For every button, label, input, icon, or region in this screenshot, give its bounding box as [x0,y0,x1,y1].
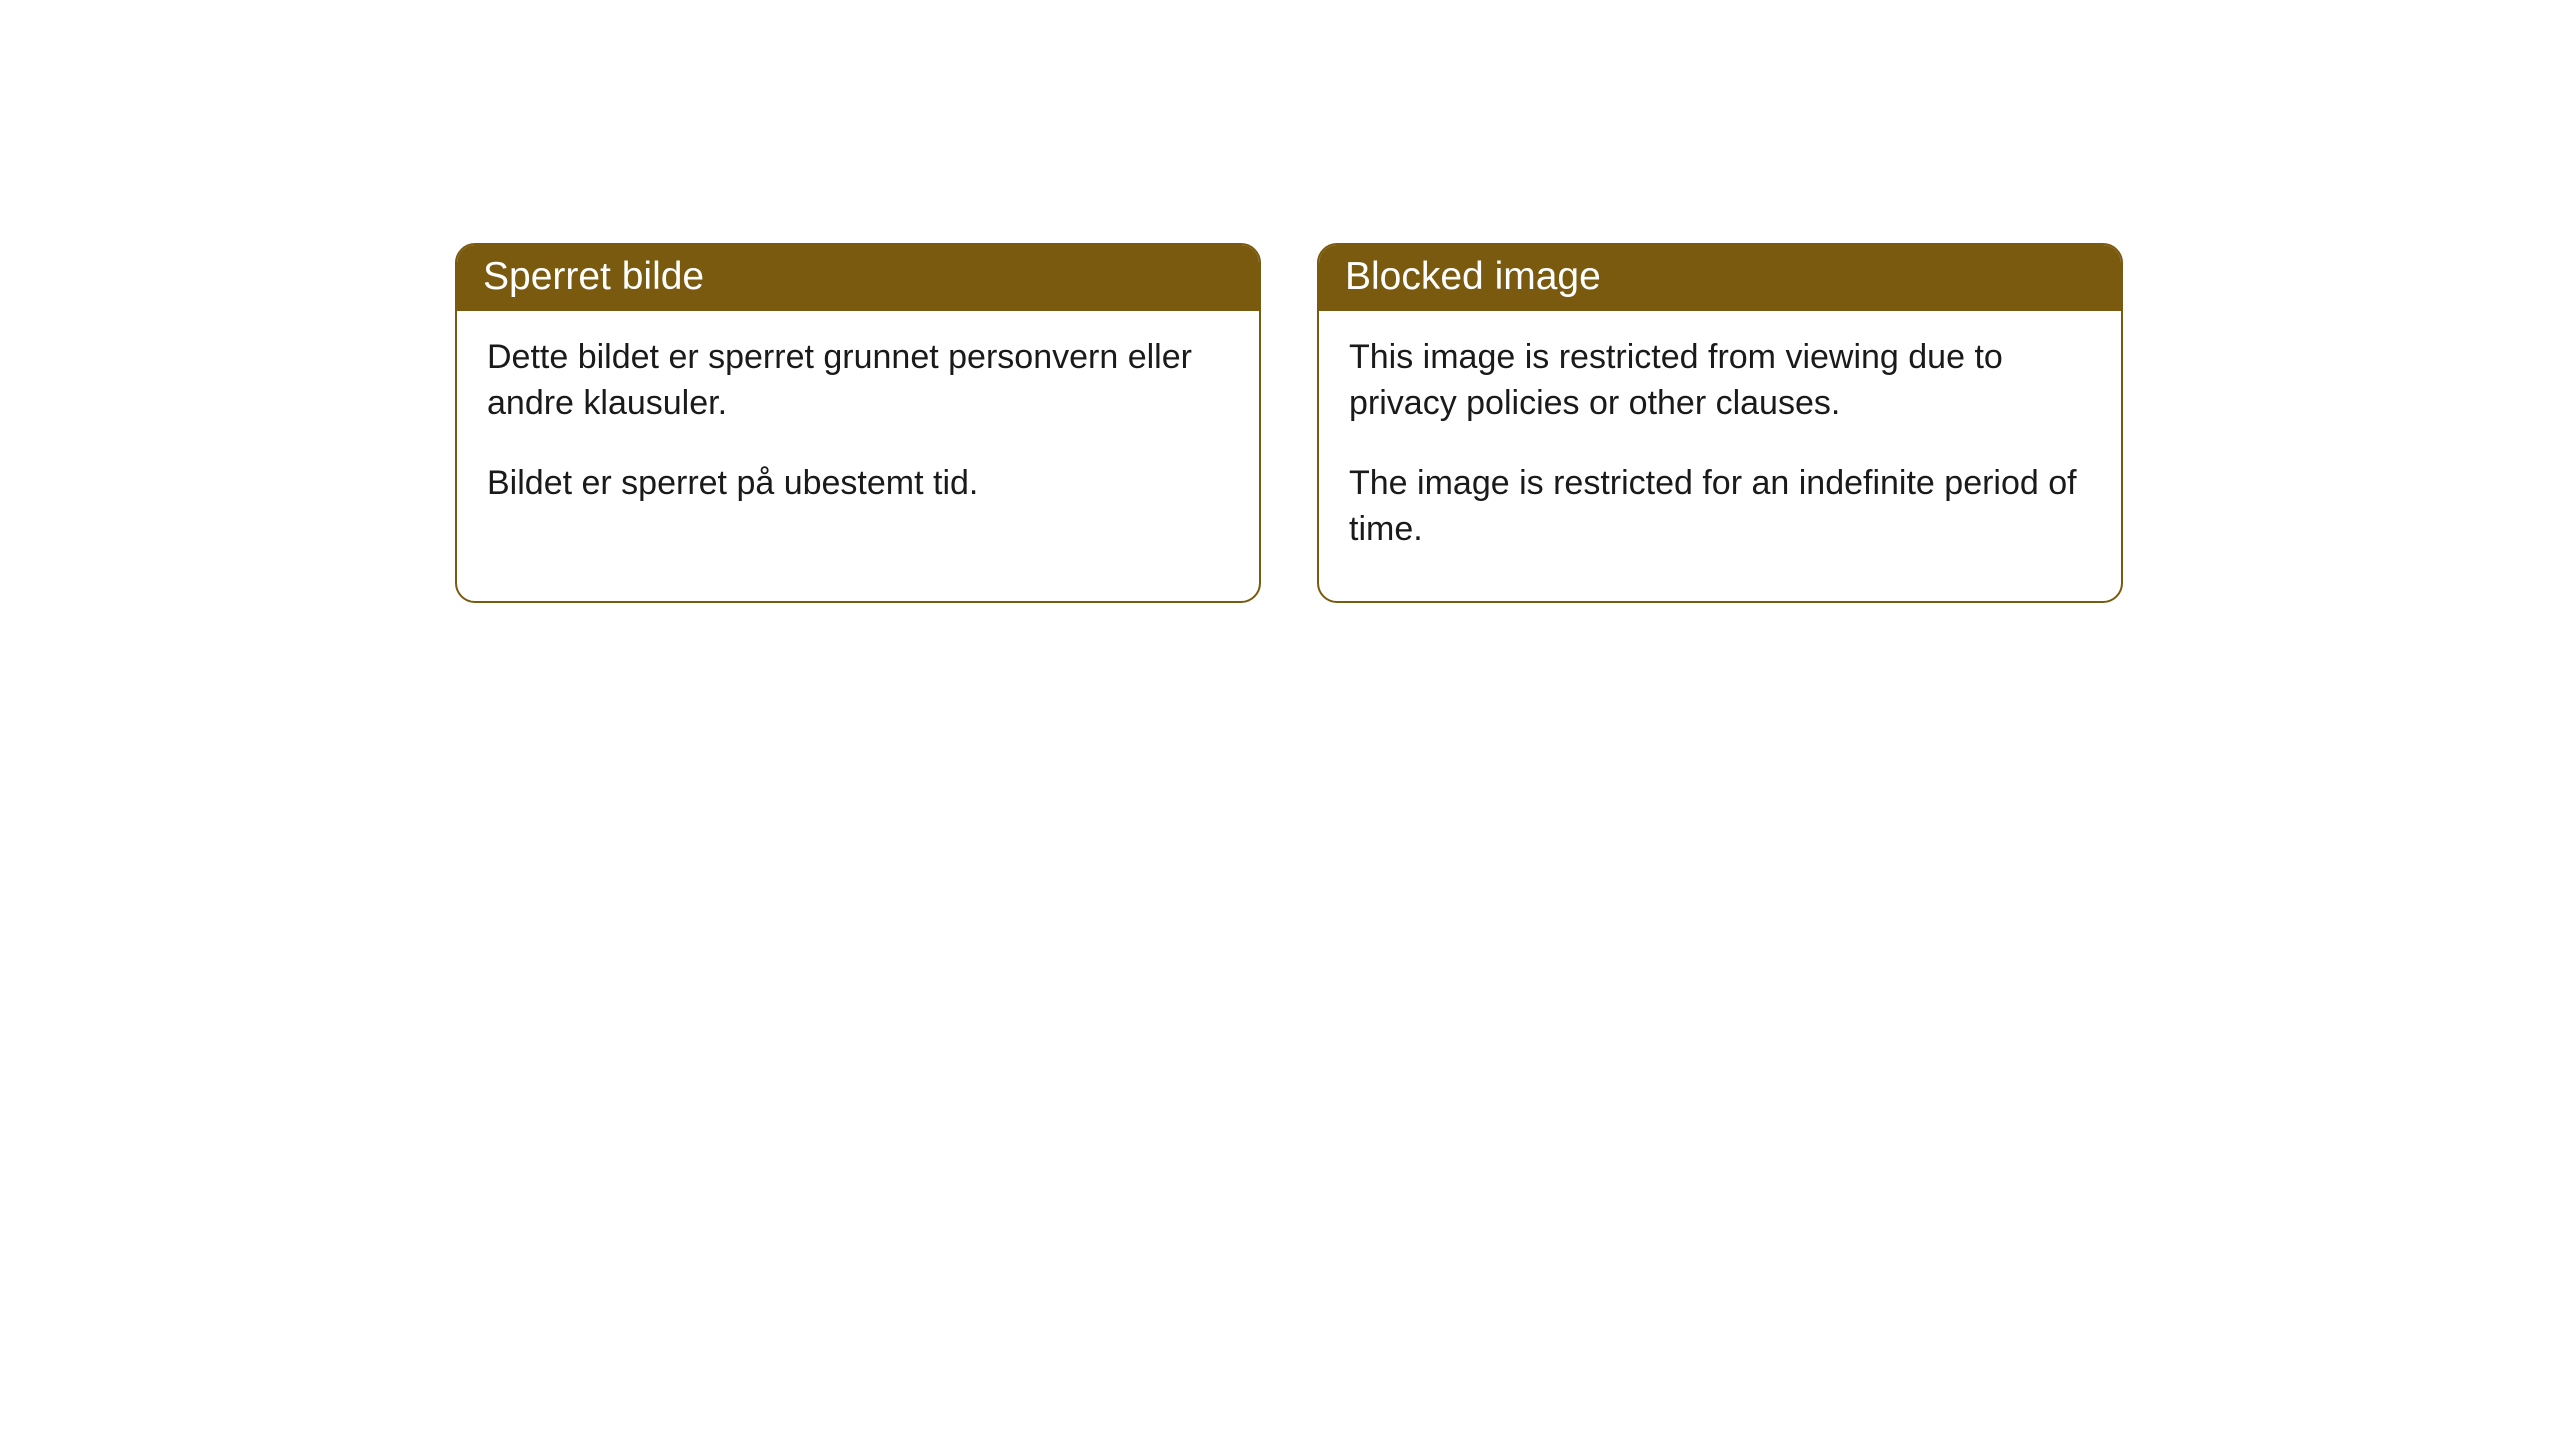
card-paragraph: Dette bildet er sperret grunnet personve… [487,335,1229,427]
card-paragraph: Bildet er sperret på ubestemt tid. [487,461,1229,507]
card-header: Blocked image [1319,245,2121,311]
card-header: Sperret bilde [457,245,1259,311]
card-body: This image is restricted from viewing du… [1319,311,2121,601]
card-title: Sperret bilde [483,255,704,298]
blocked-image-card-norwegian: Sperret bilde Dette bildet er sperret gr… [455,243,1261,603]
card-paragraph: The image is restricted for an indefinit… [1349,461,2091,553]
blocked-image-card-english: Blocked image This image is restricted f… [1317,243,2123,603]
card-body: Dette bildet er sperret grunnet personve… [457,311,1259,555]
notice-container: Sperret bilde Dette bildet er sperret gr… [0,0,2560,603]
card-title: Blocked image [1345,255,1601,298]
card-paragraph: This image is restricted from viewing du… [1349,335,2091,427]
